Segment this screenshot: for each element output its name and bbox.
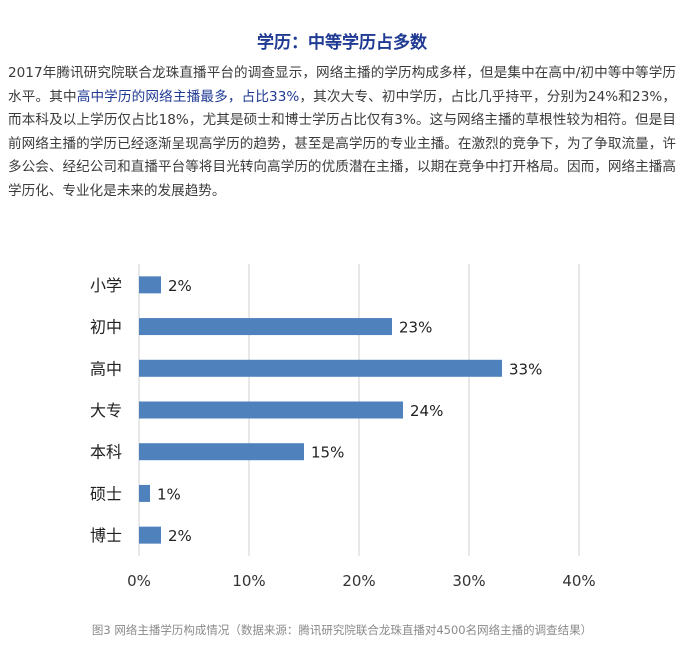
category-label: 初中 [90, 318, 122, 337]
paragraph-text-2: ，其次大专、初中学历，占比几乎持平，分别为24%和23%，而本科及以上学历仅占比… [8, 88, 677, 199]
value-label: 15% [311, 444, 344, 462]
category-label: 本科 [90, 443, 122, 462]
chart-caption: 图3 网络主播学历构成情况（数据来源：腾讯研究院联合龙珠直播对4500名网络主播… [91, 623, 593, 637]
bar [139, 401, 403, 419]
x-tick-label: 40% [562, 572, 595, 590]
value-label: 1% [157, 485, 181, 503]
page-title: 学历：中等学历占多数 [257, 33, 427, 53]
bar [139, 359, 502, 377]
x-tick-label: 20% [342, 572, 375, 590]
bar [139, 484, 150, 502]
value-label: 23% [399, 319, 432, 337]
value-label: 33% [509, 360, 542, 378]
bar [139, 276, 161, 294]
bar [139, 526, 161, 544]
paragraph-text-1: 2017年腾讯研究院联合龙珠直播平台的调查显示，网络主播的学历构成多样，但是集中… [8, 65, 676, 105]
labels-layer: 0% 10% 20% 30% 40% 小学 2% 初中 23% 高中 33% 大专 24% 本科 15% 硕士… [90, 276, 596, 590]
category-label: 小学 [90, 276, 122, 295]
x-tick-label: 30% [452, 572, 485, 590]
category-label: 硕士 [90, 484, 122, 503]
x-tick-label: 0% [127, 572, 151, 590]
article-paragraph: 2017年腾讯研究院联合龙珠直播平台的调查显示，网络主播的学历构成多样，但是集中… [8, 62, 676, 203]
bar [139, 443, 304, 461]
bars-layer [139, 276, 502, 544]
value-label: 24% [410, 402, 443, 420]
category-label: 大专 [90, 401, 122, 420]
paragraph-highlight: 高中学历的网络主播最多，占比33% [76, 88, 300, 105]
bar [139, 318, 392, 336]
education-bar-chart: 0% 10% 20% 30% 40% 小学 2% 初中 23% 高中 33% 大专 24% 本科 15% 硕士… [90, 264, 596, 590]
category-label: 博士 [90, 526, 122, 545]
value-label: 2% [168, 277, 192, 295]
category-label: 高中 [90, 359, 122, 378]
value-label: 2% [168, 527, 192, 545]
x-tick-label: 10% [232, 572, 265, 590]
